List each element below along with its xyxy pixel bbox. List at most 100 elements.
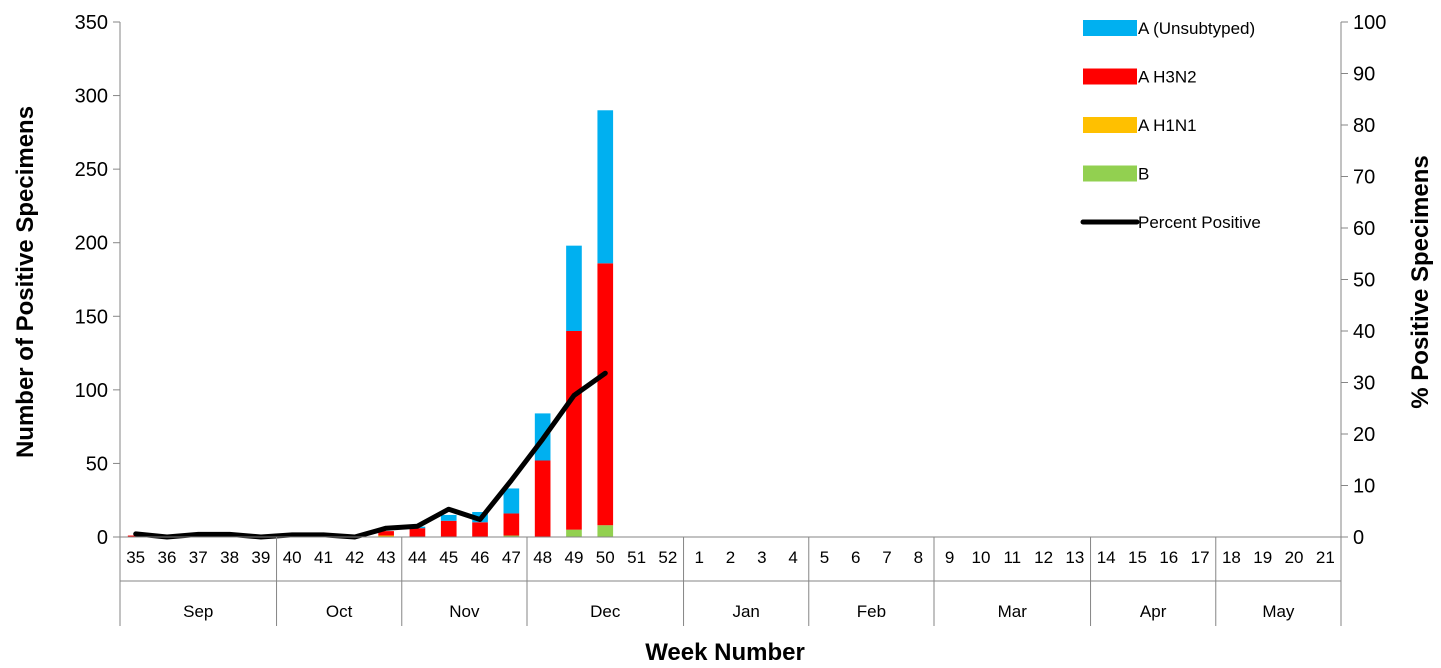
y-tick-label: 200: [75, 233, 108, 255]
bar-a-h1n1-wk43: [378, 535, 394, 537]
bar-a-h3n2-wk50: [597, 263, 614, 526]
y2-tick-label: 0: [1353, 527, 1364, 549]
month-label: Oct: [326, 602, 353, 621]
y2-tick-label: 20: [1353, 424, 1375, 446]
x-tick-label: 38: [220, 548, 239, 567]
bar-b-wk47: [503, 535, 520, 537]
month-label: Feb: [857, 602, 886, 621]
bars: [127, 110, 614, 537]
y2-tick-label: 70: [1353, 167, 1375, 189]
x-tick-label: 5: [820, 548, 829, 567]
x-tick-label: 11: [1003, 548, 1021, 567]
y2-tick-label: 100: [1353, 12, 1386, 34]
x-tick-label: 6: [851, 548, 860, 567]
x-tick-label: 12: [1034, 548, 1053, 567]
y-axis-title: Number of Positive Specimens: [12, 106, 39, 458]
x-tick-label: 3: [757, 548, 766, 567]
x-tick-label: 40: [283, 548, 302, 567]
y-tick-label: 100: [75, 380, 108, 402]
month-label: Apr: [1140, 602, 1167, 621]
x-tick-label: 9: [945, 548, 954, 567]
legend-swatch: [1083, 165, 1137, 182]
x-tick-label: 50: [596, 548, 615, 567]
x-tick-label: 4: [788, 548, 797, 567]
bar-a-h3n2-wk49: [566, 331, 582, 530]
bar-a-h3n2-wk48: [534, 460, 551, 537]
x-tick-label: 43: [377, 548, 396, 567]
percent-positive-line: [133, 370, 608, 540]
x-tick-label: 17: [1191, 548, 1210, 567]
y-tick-label: 350: [75, 12, 108, 34]
bar-a-h3n2-wk43: [378, 531, 394, 536]
legend: A (Unsubtyped) A H3N2 A H1N1 B Percent Posit…: [1080, 19, 1261, 232]
bar-a-unsubtyped-wk47: [503, 488, 520, 514]
x-tick-label: 8: [914, 548, 923, 567]
legend-label: A (Unsubtyped): [1138, 19, 1255, 38]
x-tick-label: 47: [502, 548, 521, 567]
y2-tick-label: 50: [1353, 270, 1375, 292]
bar-a-h3n2-wk45: [440, 520, 457, 537]
x-axis: 35 36 37 38 39 40 41 42 43 44 45 46 47 48 49 50 51 52 1 2 3 4…: [119, 536, 1342, 626]
y2-tick-label: 40: [1353, 321, 1375, 343]
x-tick-label: 13: [1065, 548, 1084, 567]
x-tick-label: 19: [1253, 548, 1272, 567]
y2-axis-title: % Positive Specimens: [1407, 155, 1434, 408]
x-tick-label: 10: [972, 548, 991, 567]
y-tick-label: 0: [97, 527, 108, 549]
y2-tick-label: 10: [1353, 476, 1375, 498]
bar-b-wk50: [597, 525, 614, 537]
legend-label: A H1N1: [1138, 116, 1197, 135]
x-tick-label: 48: [533, 548, 552, 567]
x-tick-label: 52: [658, 548, 677, 567]
x-tick-label: 42: [345, 548, 364, 567]
bar-a-h3n2-wk47: [503, 513, 520, 536]
percent-positive-line-group: [133, 370, 608, 540]
x-tick-label: 39: [251, 548, 270, 567]
month-label: Sep: [183, 602, 213, 621]
legend-swatch: [1083, 68, 1137, 85]
y-tick-label: 150: [75, 306, 108, 328]
legend-label: A H3N2: [1138, 68, 1197, 87]
x-tick-label: 1: [694, 548, 703, 567]
x-tick-label: 36: [158, 548, 177, 567]
y2-tick-label: 60: [1353, 218, 1375, 240]
x-tick-label: 46: [471, 548, 490, 567]
x-tick-label: 15: [1128, 548, 1147, 567]
bar-a-unsubtyped-wk45: [440, 514, 457, 521]
y-tick-label: 50: [86, 453, 108, 475]
month-label: Dec: [590, 602, 621, 621]
bar-a-h3n2-wk44: [409, 528, 426, 537]
bar-a-unsubtyped-wk50: [597, 110, 614, 264]
x-tick-label: 41: [314, 548, 333, 567]
x-tick-label: 44: [408, 548, 427, 567]
x-tick-label: 51: [627, 548, 646, 567]
y2-tick-label: 90: [1353, 64, 1375, 86]
x-tick-label: 49: [565, 548, 584, 567]
x-tick-label: 37: [189, 548, 208, 567]
legend-label: B: [1138, 165, 1149, 184]
x-tick-label: 2: [726, 548, 735, 567]
month-label: Nov: [449, 602, 480, 621]
bar-b-wk49: [566, 529, 582, 537]
x-tick-label: 21: [1316, 548, 1335, 567]
month-label: Mar: [998, 602, 1028, 621]
legend-label: Percent Positive: [1138, 213, 1261, 232]
x-tick-label: 18: [1222, 548, 1241, 567]
y-tick-label: 250: [75, 159, 108, 181]
x-tick-label: 7: [882, 548, 891, 567]
x-axis-title: Week Number: [645, 639, 805, 666]
month-label: Jan: [732, 602, 759, 621]
x-tick-label: 45: [439, 548, 458, 567]
x-tick-label: 20: [1285, 548, 1304, 567]
month-label: May: [1262, 602, 1295, 621]
legend-swatch: [1083, 20, 1137, 36]
legend-swatch: [1083, 117, 1137, 133]
x-tick-label: 35: [126, 548, 145, 567]
y2-tick-label: 30: [1353, 373, 1375, 395]
x-tick-label: 16: [1159, 548, 1178, 567]
bar-a-unsubtyped-wk49: [566, 245, 582, 331]
y2-tick-label: 80: [1353, 115, 1375, 137]
y-tick-label: 300: [75, 86, 108, 108]
bar-a-h3n2-wk46: [472, 522, 488, 537]
